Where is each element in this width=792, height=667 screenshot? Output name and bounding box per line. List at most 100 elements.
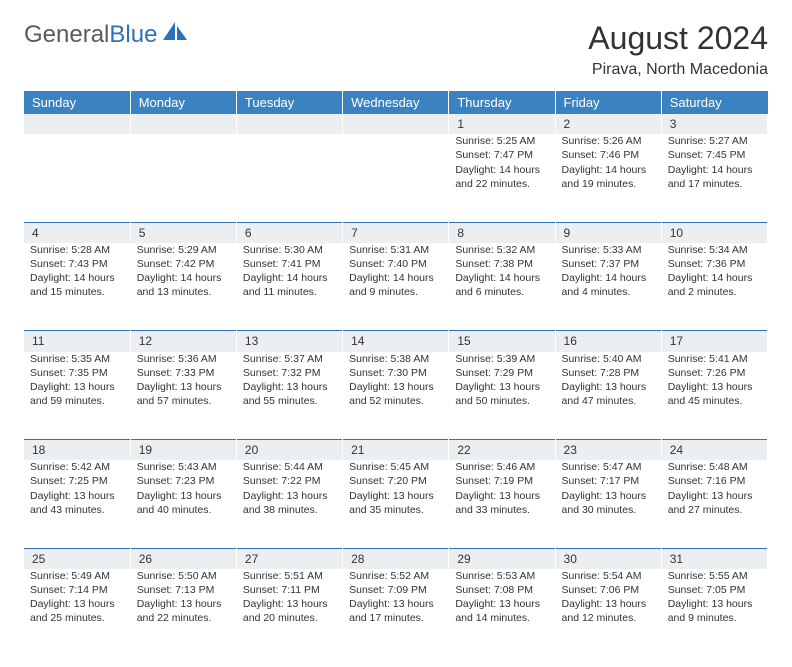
day-cell: Sunrise: 5:40 AMSunset: 7:28 PMDaylight:… <box>555 352 661 440</box>
day-cell: Sunrise: 5:50 AMSunset: 7:13 PMDaylight:… <box>130 569 236 657</box>
sunrise-line: Sunrise: 5:44 AM <box>243 460 336 474</box>
day-cell: Sunrise: 5:42 AMSunset: 7:25 PMDaylight:… <box>24 460 130 548</box>
day-cell-content: Sunrise: 5:55 AMSunset: 7:05 PMDaylight:… <box>668 569 761 626</box>
sunrise-line: Sunrise: 5:43 AM <box>137 460 230 474</box>
sunrise-line: Sunrise: 5:51 AM <box>243 569 336 583</box>
day-cell-content: Sunrise: 5:53 AMSunset: 7:08 PMDaylight:… <box>455 569 548 626</box>
sunrise-line: Sunrise: 5:53 AM <box>455 569 548 583</box>
day-cell <box>130 134 236 222</box>
day-cell: Sunrise: 5:41 AMSunset: 7:26 PMDaylight:… <box>661 352 767 440</box>
day-cell: Sunrise: 5:25 AMSunset: 7:47 PMDaylight:… <box>449 134 555 222</box>
day-cell-content: Sunrise: 5:43 AMSunset: 7:23 PMDaylight:… <box>137 460 230 517</box>
logo: GeneralBlue <box>24 20 189 49</box>
day-cell-content: Sunrise: 5:44 AMSunset: 7:22 PMDaylight:… <box>243 460 336 517</box>
day-cell <box>343 134 449 222</box>
day-cell-content: Sunrise: 5:40 AMSunset: 7:28 PMDaylight:… <box>562 352 655 409</box>
day-number-cell: 17 <box>661 331 767 352</box>
day-cell: Sunrise: 5:44 AMSunset: 7:22 PMDaylight:… <box>236 460 342 548</box>
daylight-line: Daylight: 13 hours and 25 minutes. <box>30 597 124 625</box>
day-cell: Sunrise: 5:46 AMSunset: 7:19 PMDaylight:… <box>449 460 555 548</box>
logo-sail-icon <box>161 20 189 49</box>
sunset-line: Sunset: 7:42 PM <box>137 257 230 271</box>
sunset-line: Sunset: 7:17 PM <box>562 474 655 488</box>
sunset-line: Sunset: 7:29 PM <box>455 366 548 380</box>
daylight-line: Daylight: 13 hours and 50 minutes. <box>455 380 548 408</box>
day-cell-content: Sunrise: 5:51 AMSunset: 7:11 PMDaylight:… <box>243 569 336 626</box>
logo-text-blue: Blue <box>109 21 157 49</box>
sunset-line: Sunset: 7:11 PM <box>243 583 336 597</box>
day-number-cell: 9 <box>555 222 661 243</box>
day-number-row: 11121314151617 <box>24 331 768 352</box>
day-cell: Sunrise: 5:37 AMSunset: 7:32 PMDaylight:… <box>236 352 342 440</box>
day-cell: Sunrise: 5:55 AMSunset: 7:05 PMDaylight:… <box>661 569 767 657</box>
calendar-body: 123Sunrise: 5:25 AMSunset: 7:47 PMDaylig… <box>24 114 768 657</box>
daylight-line: Daylight: 13 hours and 43 minutes. <box>30 489 124 517</box>
day-cell: Sunrise: 5:39 AMSunset: 7:29 PMDaylight:… <box>449 352 555 440</box>
day-cell <box>24 134 130 222</box>
sunset-line: Sunset: 7:08 PM <box>455 583 548 597</box>
day-number-cell <box>24 114 130 134</box>
day-cell-content: Sunrise: 5:28 AMSunset: 7:43 PMDaylight:… <box>30 243 124 300</box>
sunset-line: Sunset: 7:05 PM <box>668 583 761 597</box>
day-cell-content: Sunrise: 5:49 AMSunset: 7:14 PMDaylight:… <box>30 569 124 626</box>
daylight-line: Daylight: 13 hours and 45 minutes. <box>668 380 761 408</box>
sunrise-line: Sunrise: 5:31 AM <box>349 243 442 257</box>
sunset-line: Sunset: 7:30 PM <box>349 366 442 380</box>
day-header: Monday <box>130 91 236 114</box>
day-cell-content: Sunrise: 5:46 AMSunset: 7:19 PMDaylight:… <box>455 460 548 517</box>
sunrise-line: Sunrise: 5:37 AM <box>243 352 336 366</box>
sunrise-line: Sunrise: 5:47 AM <box>562 460 655 474</box>
sunrise-line: Sunrise: 5:34 AM <box>668 243 761 257</box>
sunset-line: Sunset: 7:40 PM <box>349 257 442 271</box>
day-content-row: Sunrise: 5:25 AMSunset: 7:47 PMDaylight:… <box>24 134 768 222</box>
daylight-line: Daylight: 13 hours and 47 minutes. <box>562 380 655 408</box>
day-header: Tuesday <box>236 91 342 114</box>
sunrise-line: Sunrise: 5:30 AM <box>243 243 336 257</box>
sunrise-line: Sunrise: 5:27 AM <box>668 134 761 148</box>
daylight-line: Daylight: 13 hours and 17 minutes. <box>349 597 442 625</box>
sunrise-line: Sunrise: 5:42 AM <box>30 460 124 474</box>
daylight-line: Daylight: 13 hours and 40 minutes. <box>137 489 230 517</box>
day-cell-content: Sunrise: 5:42 AMSunset: 7:25 PMDaylight:… <box>30 460 124 517</box>
sunrise-line: Sunrise: 5:33 AM <box>562 243 655 257</box>
daylight-line: Daylight: 14 hours and 13 minutes. <box>137 271 230 299</box>
day-cell: Sunrise: 5:30 AMSunset: 7:41 PMDaylight:… <box>236 243 342 331</box>
sunrise-line: Sunrise: 5:35 AM <box>30 352 124 366</box>
daylight-line: Daylight: 13 hours and 38 minutes. <box>243 489 336 517</box>
day-cell: Sunrise: 5:29 AMSunset: 7:42 PMDaylight:… <box>130 243 236 331</box>
sunrise-line: Sunrise: 5:38 AM <box>349 352 442 366</box>
sunset-line: Sunset: 7:16 PM <box>668 474 761 488</box>
day-number-cell: 4 <box>24 222 130 243</box>
sunset-line: Sunset: 7:26 PM <box>668 366 761 380</box>
daylight-line: Daylight: 13 hours and 27 minutes. <box>668 489 761 517</box>
sunrise-line: Sunrise: 5:29 AM <box>137 243 230 257</box>
day-number-row: 123 <box>24 114 768 134</box>
day-cell-content: Sunrise: 5:35 AMSunset: 7:35 PMDaylight:… <box>30 352 124 409</box>
day-number-cell: 15 <box>449 331 555 352</box>
day-cell <box>236 134 342 222</box>
day-cell: Sunrise: 5:33 AMSunset: 7:37 PMDaylight:… <box>555 243 661 331</box>
sunrise-line: Sunrise: 5:49 AM <box>30 569 124 583</box>
sunrise-line: Sunrise: 5:39 AM <box>455 352 548 366</box>
sunset-line: Sunset: 7:43 PM <box>30 257 124 271</box>
day-cell: Sunrise: 5:48 AMSunset: 7:16 PMDaylight:… <box>661 460 767 548</box>
day-cell-content: Sunrise: 5:25 AMSunset: 7:47 PMDaylight:… <box>455 134 548 191</box>
day-number-row: 18192021222324 <box>24 440 768 461</box>
daylight-line: Daylight: 14 hours and 22 minutes. <box>455 163 548 191</box>
day-number-cell: 26 <box>130 548 236 569</box>
day-cell: Sunrise: 5:38 AMSunset: 7:30 PMDaylight:… <box>343 352 449 440</box>
day-cell-content: Sunrise: 5:34 AMSunset: 7:36 PMDaylight:… <box>668 243 761 300</box>
daylight-line: Daylight: 13 hours and 55 minutes. <box>243 380 336 408</box>
sunrise-line: Sunrise: 5:36 AM <box>137 352 230 366</box>
day-cell-content: Sunrise: 5:33 AMSunset: 7:37 PMDaylight:… <box>562 243 655 300</box>
day-cell: Sunrise: 5:52 AMSunset: 7:09 PMDaylight:… <box>343 569 449 657</box>
sunset-line: Sunset: 7:41 PM <box>243 257 336 271</box>
sunrise-line: Sunrise: 5:32 AM <box>455 243 548 257</box>
day-header: Sunday <box>24 91 130 114</box>
day-content-row: Sunrise: 5:42 AMSunset: 7:25 PMDaylight:… <box>24 460 768 548</box>
day-number-cell: 16 <box>555 331 661 352</box>
day-cell: Sunrise: 5:36 AMSunset: 7:33 PMDaylight:… <box>130 352 236 440</box>
day-number-cell: 12 <box>130 331 236 352</box>
day-number-cell: 25 <box>24 548 130 569</box>
day-cell: Sunrise: 5:49 AMSunset: 7:14 PMDaylight:… <box>24 569 130 657</box>
